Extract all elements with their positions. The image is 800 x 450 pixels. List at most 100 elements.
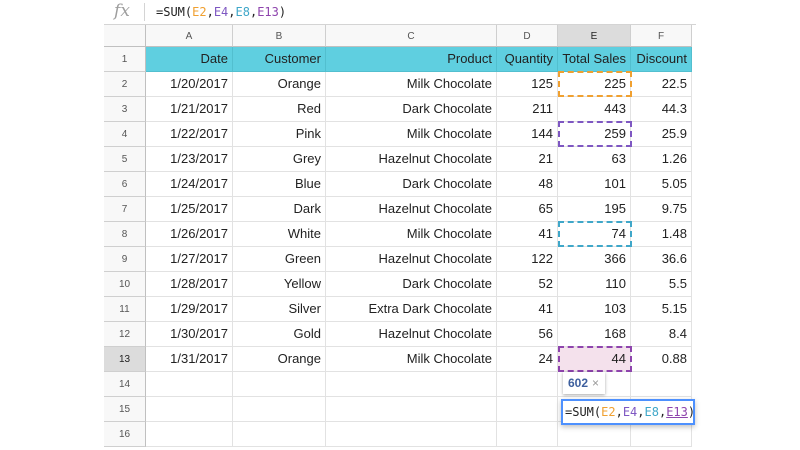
header-cell-b[interactable]: Customer	[233, 47, 326, 72]
row-header-9[interactable]: 9	[104, 247, 146, 272]
cell-b4[interactable]: Pink	[233, 122, 326, 147]
cell-a9[interactable]: 1/27/2017	[146, 247, 233, 272]
column-header-d[interactable]: D	[497, 25, 558, 47]
header-cell-f[interactable]: Discount	[631, 47, 692, 72]
column-header-b[interactable]: B	[233, 25, 326, 47]
cell-f3[interactable]: 44.3	[631, 97, 692, 122]
cell-c3[interactable]: Dark Chocolate	[326, 97, 497, 122]
cell-f11[interactable]: 5.15	[631, 297, 692, 322]
cell-f16[interactable]	[631, 422, 692, 447]
cell-d4[interactable]: 144	[497, 122, 558, 147]
formula-bar[interactable]: fx =SUM(E2,E4,E8,E13)	[104, 0, 696, 25]
cell-d2[interactable]: 125	[497, 72, 558, 97]
cell-f6[interactable]: 5.05	[631, 172, 692, 197]
cell-c10[interactable]: Dark Chocolate	[326, 272, 497, 297]
cell-a15[interactable]	[146, 397, 233, 422]
row-header-10[interactable]: 10	[104, 272, 146, 297]
row-header-8[interactable]: 8	[104, 222, 146, 247]
cell-e14[interactable]	[558, 372, 631, 397]
cell-c14[interactable]	[326, 372, 497, 397]
row-header-2[interactable]: 2	[104, 72, 146, 97]
cell-d10[interactable]: 52	[497, 272, 558, 297]
row-header-16[interactable]: 16	[104, 422, 146, 447]
row-header-14[interactable]: 14	[104, 372, 146, 397]
cell-a12[interactable]: 1/30/2017	[146, 322, 233, 347]
cell-a14[interactable]	[146, 372, 233, 397]
close-icon[interactable]: ×	[592, 376, 600, 390]
column-header-a[interactable]: A	[146, 25, 233, 47]
cell-c13[interactable]: Milk Chocolate	[326, 347, 497, 372]
cell-b11[interactable]: Silver	[233, 297, 326, 322]
row-header-13[interactable]: 13	[104, 347, 146, 372]
cell-e11[interactable]: 103	[558, 297, 631, 322]
cell-d14[interactable]	[497, 372, 558, 397]
cell-d5[interactable]: 21	[497, 147, 558, 172]
cell-f8[interactable]: 1.48	[631, 222, 692, 247]
cell-c4[interactable]: Milk Chocolate	[326, 122, 497, 147]
cell-b5[interactable]: Grey	[233, 147, 326, 172]
cell-f5[interactable]: 1.26	[631, 147, 692, 172]
cell-b3[interactable]: Red	[233, 97, 326, 122]
cell-a5[interactable]: 1/23/2017	[146, 147, 233, 172]
row-header-5[interactable]: 5	[104, 147, 146, 172]
select-all-corner[interactable]	[104, 25, 146, 47]
cell-f4[interactable]: 25.9	[631, 122, 692, 147]
cell-e7[interactable]: 195	[558, 197, 631, 222]
cell-e9[interactable]: 366	[558, 247, 631, 272]
cell-d8[interactable]: 41	[497, 222, 558, 247]
cell-d15[interactable]	[497, 397, 558, 422]
row-header-6[interactable]: 6	[104, 172, 146, 197]
row-header-12[interactable]: 12	[104, 322, 146, 347]
cell-c5[interactable]: Hazelnut Chocolate	[326, 147, 497, 172]
header-cell-e[interactable]: Total Sales	[558, 47, 631, 72]
cell-c7[interactable]: Hazelnut Chocolate	[326, 197, 497, 222]
cell-d9[interactable]: 122	[497, 247, 558, 272]
cell-f12[interactable]: 8.4	[631, 322, 692, 347]
cell-f13[interactable]: 0.88	[631, 347, 692, 372]
cell-b12[interactable]: Gold	[233, 322, 326, 347]
cell-c15[interactable]	[326, 397, 497, 422]
cell-e5[interactable]: 63	[558, 147, 631, 172]
cell-e16[interactable]	[558, 422, 631, 447]
cell-b7[interactable]: Dark	[233, 197, 326, 222]
cell-d12[interactable]: 56	[497, 322, 558, 347]
cell-a11[interactable]: 1/29/2017	[146, 297, 233, 322]
cell-b15[interactable]	[233, 397, 326, 422]
cell-c6[interactable]: Dark Chocolate	[326, 172, 497, 197]
cell-a16[interactable]	[146, 422, 233, 447]
cell-a7[interactable]: 1/25/2017	[146, 197, 233, 222]
cell-e6[interactable]: 101	[558, 172, 631, 197]
cell-c8[interactable]: Milk Chocolate	[326, 222, 497, 247]
row-header-4[interactable]: 4	[104, 122, 146, 147]
cell-a4[interactable]: 1/22/2017	[146, 122, 233, 147]
cell-formula-editor[interactable]: =SUM(E2,E4,E8,E13)	[561, 399, 695, 425]
cell-c16[interactable]	[326, 422, 497, 447]
cell-a10[interactable]: 1/28/2017	[146, 272, 233, 297]
cell-d3[interactable]: 211	[497, 97, 558, 122]
formula-text[interactable]: =SUM(E2,E4,E8,E13)	[156, 0, 286, 24]
cell-d11[interactable]: 41	[497, 297, 558, 322]
cell-f7[interactable]: 9.75	[631, 197, 692, 222]
cell-a13[interactable]: 1/31/2017	[146, 347, 233, 372]
row-header-11[interactable]: 11	[104, 297, 146, 322]
cell-b10[interactable]: Yellow	[233, 272, 326, 297]
cell-e12[interactable]: 168	[558, 322, 631, 347]
cell-f14[interactable]	[631, 372, 692, 397]
header-cell-a[interactable]: Date	[146, 47, 233, 72]
cell-a3[interactable]: 1/21/2017	[146, 97, 233, 122]
cell-b14[interactable]	[233, 372, 326, 397]
cell-d6[interactable]: 48	[497, 172, 558, 197]
cell-c9[interactable]: Hazelnut Chocolate	[326, 247, 497, 272]
cell-c12[interactable]: Hazelnut Chocolate	[326, 322, 497, 347]
header-cell-c[interactable]: Product	[326, 47, 497, 72]
cell-b6[interactable]: Blue	[233, 172, 326, 197]
row-header-3[interactable]: 3	[104, 97, 146, 122]
cell-f9[interactable]: 36.6	[631, 247, 692, 272]
cell-a2[interactable]: 1/20/2017	[146, 72, 233, 97]
row-header-1[interactable]: 1	[104, 47, 146, 72]
column-header-f[interactable]: F	[631, 25, 692, 47]
cell-b13[interactable]: Orange	[233, 347, 326, 372]
column-header-c[interactable]: C	[326, 25, 497, 47]
cell-a8[interactable]: 1/26/2017	[146, 222, 233, 247]
cell-f2[interactable]: 22.5	[631, 72, 692, 97]
